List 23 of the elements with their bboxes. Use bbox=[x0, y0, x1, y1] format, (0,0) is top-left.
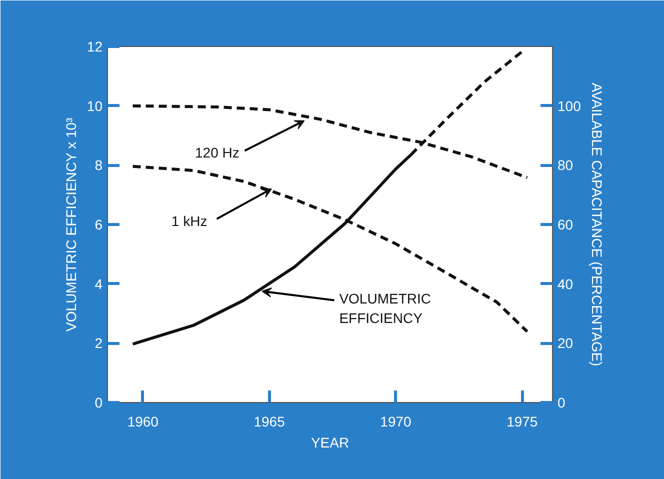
y2-tick-label: 80 bbox=[558, 157, 574, 174]
y-tick-label: 0 bbox=[94, 394, 103, 410]
annotation: VOLUMETRIC EFFICIENCY bbox=[339, 290, 431, 326]
y2-tick-label: 0 bbox=[558, 394, 566, 410]
y-tick-label: 12 bbox=[86, 38, 103, 54]
x-axis-title: YEAR bbox=[310, 434, 350, 450]
x-tick-label: 1960 bbox=[127, 414, 159, 430]
x-tick-label: 1965 bbox=[254, 414, 286, 430]
annotation: 1 kHz bbox=[171, 212, 208, 229]
y-tick-label: 2 bbox=[94, 335, 103, 352]
y2-axis-title: AVAILABLE CAPACITANCE (PERCENTAGE) bbox=[588, 82, 605, 366]
y-tick-label: 6 bbox=[94, 216, 103, 232]
y-tick-label: 8 bbox=[94, 157, 103, 174]
annotation: 120 Hz bbox=[195, 144, 240, 161]
y2-tick-label: 40 bbox=[558, 276, 574, 292]
y2-tick-label: 100 bbox=[558, 98, 582, 114]
y-tick-label: 10 bbox=[86, 98, 103, 114]
y-tick-label: 4 bbox=[94, 276, 103, 292]
x-tick-label: 1970 bbox=[380, 414, 412, 430]
x-tick-label: 1975 bbox=[506, 414, 538, 430]
y2-tick-label: 20 bbox=[558, 335, 574, 352]
y2-tick-label: 60 bbox=[558, 216, 574, 232]
y-axis-title: VOLUMETRIC EFFICIENCY x 10³ bbox=[62, 117, 79, 332]
